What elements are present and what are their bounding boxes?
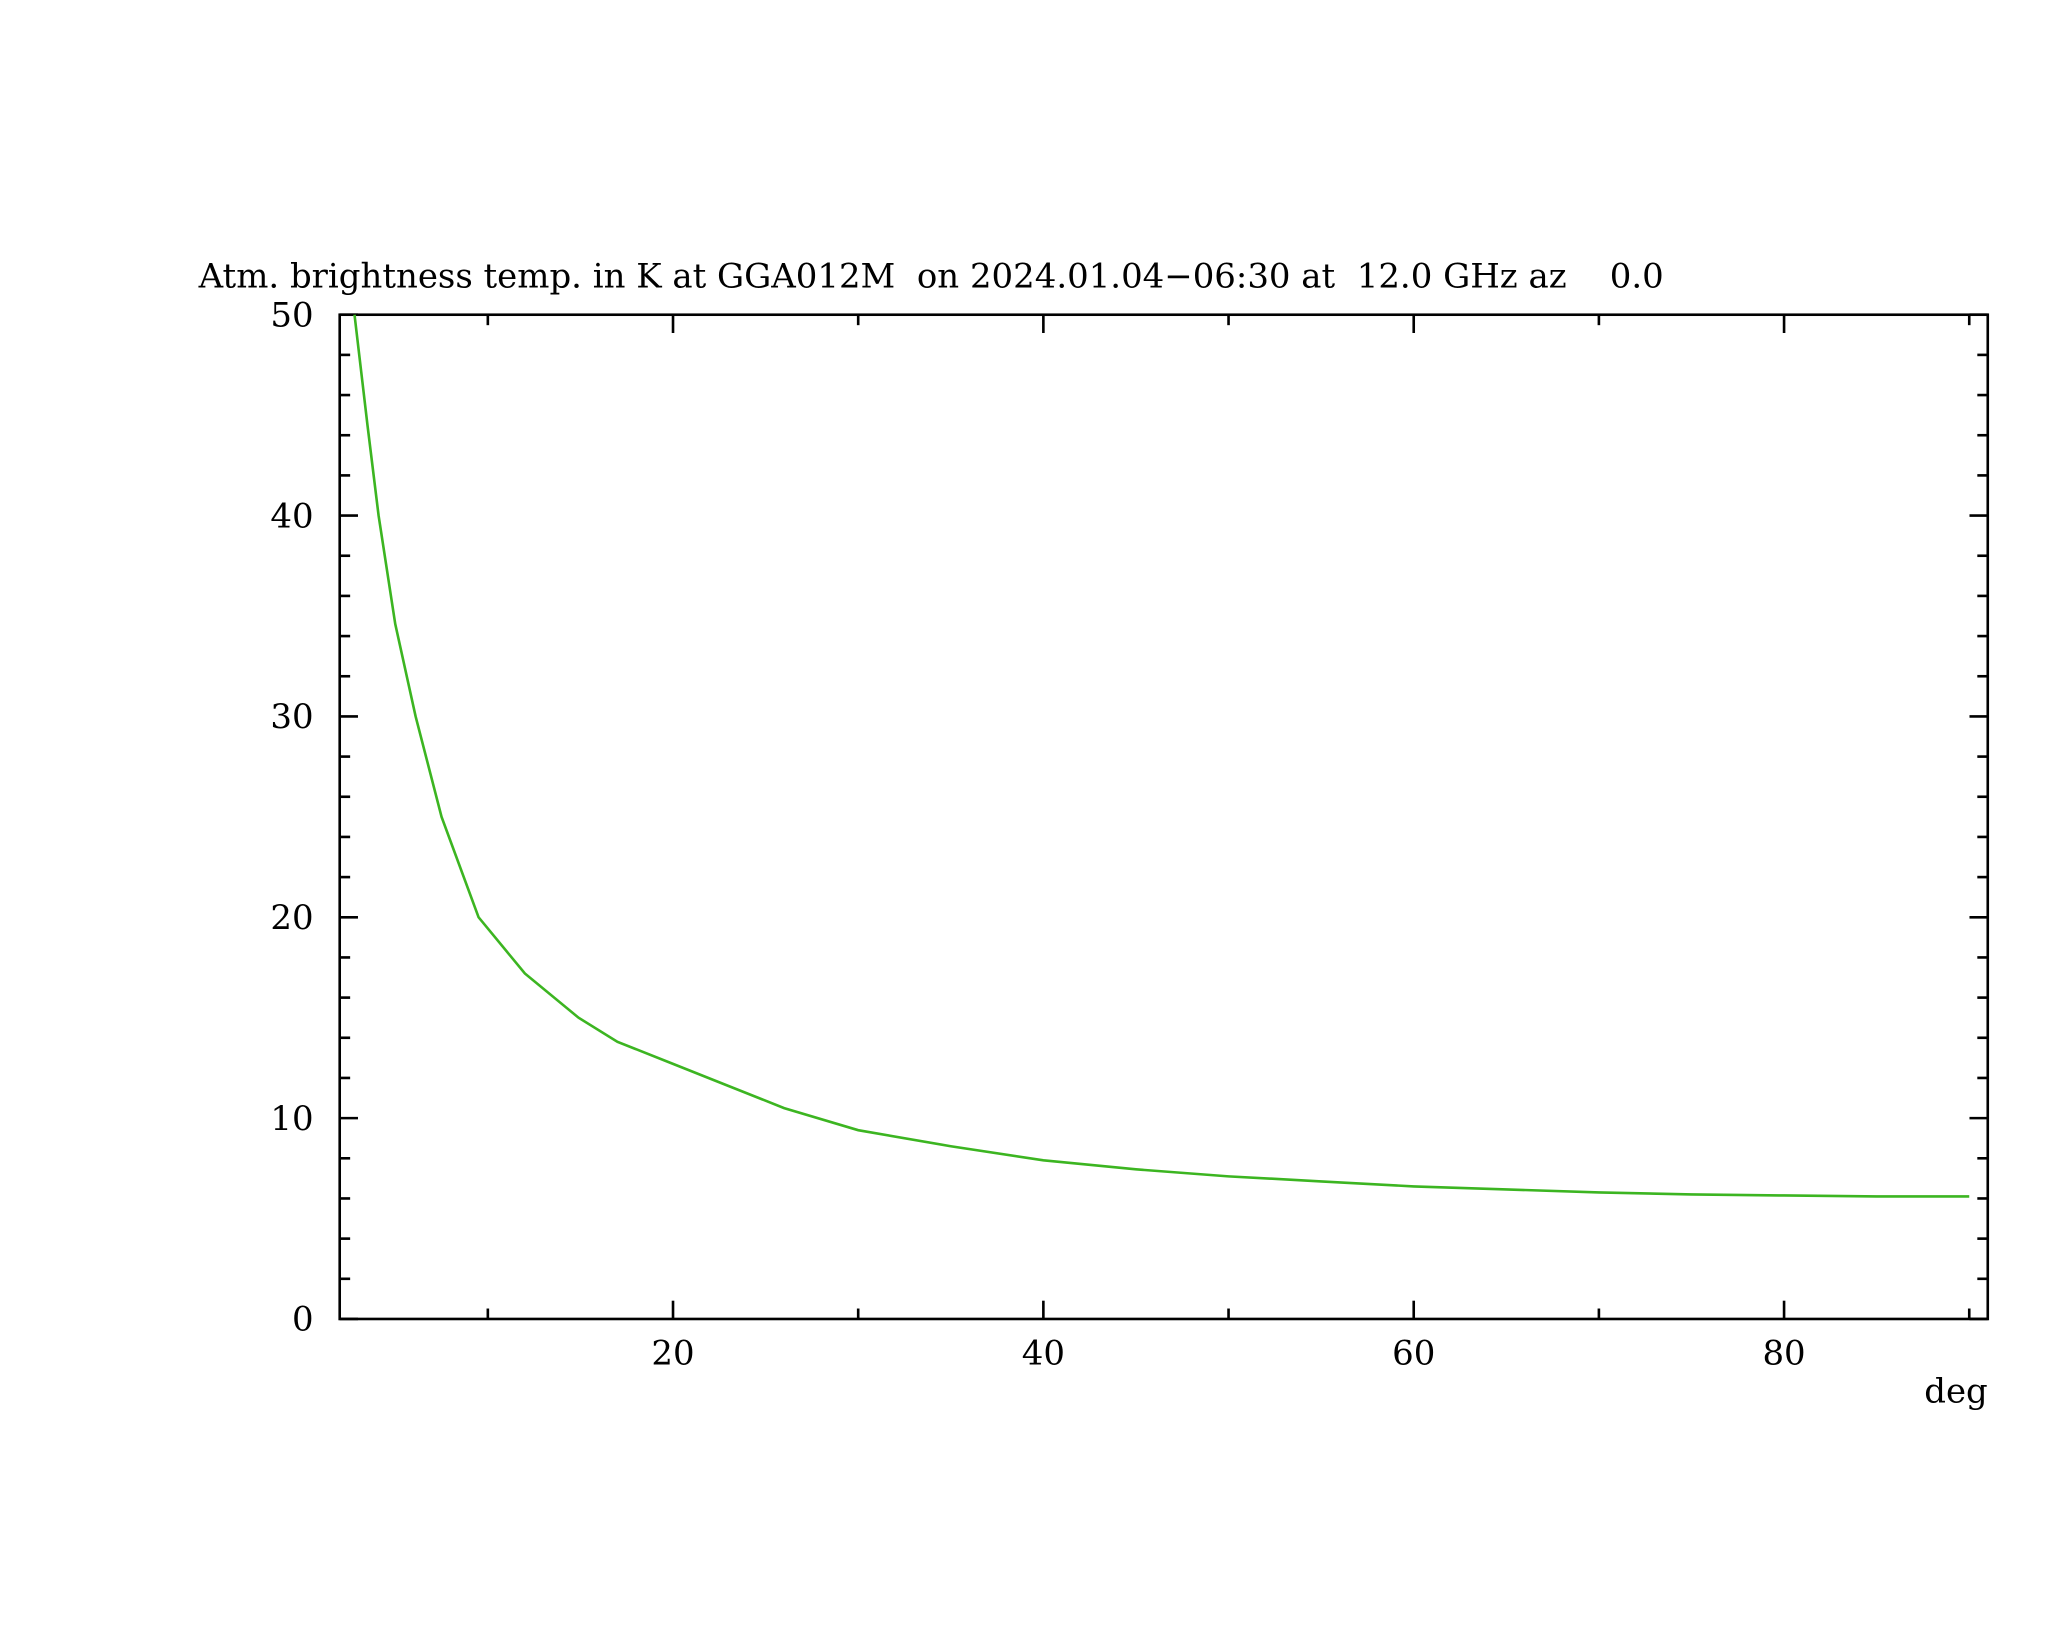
y-tick-label: 30 (270, 697, 313, 737)
y-tick-label: 50 (270, 295, 313, 335)
x-tick-label: 60 (1392, 1334, 1435, 1374)
x-tick-label: 80 (1762, 1334, 1805, 1374)
x-tick-label: 20 (651, 1334, 694, 1374)
x-axis-label: deg (1924, 1372, 1988, 1412)
plot-frame (338, 313, 1990, 1321)
y-tick-label: 0 (292, 1300, 314, 1340)
y-tick-label: 40 (270, 496, 313, 536)
data-line (353, 314, 1970, 1198)
y-tick-label: 20 (270, 898, 313, 938)
y-tick-label: 10 (270, 1099, 313, 1139)
chart-title: Atm. brightness temp. in K at GGA012M on… (198, 256, 1664, 296)
x-tick-label: 40 (1022, 1334, 1065, 1374)
